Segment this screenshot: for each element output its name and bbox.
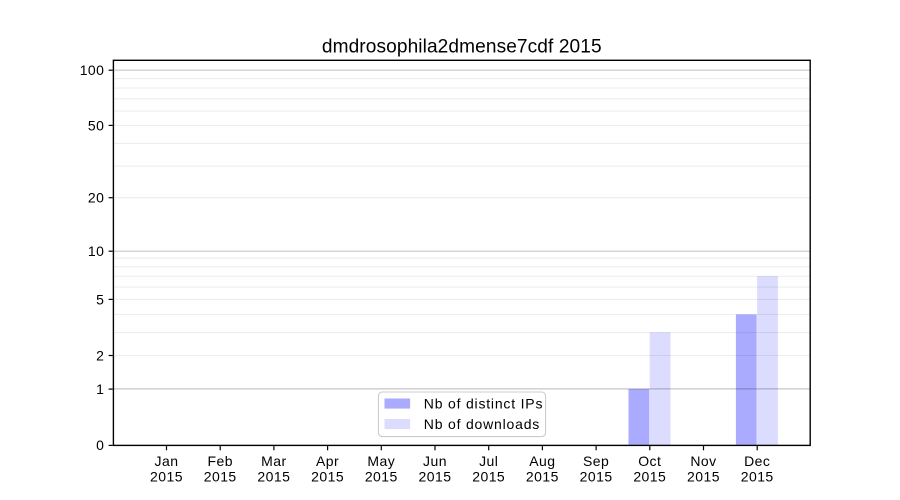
svg-text:2015: 2015: [741, 468, 774, 484]
svg-text:Jul: Jul: [479, 453, 498, 469]
svg-text:2015: 2015: [365, 468, 398, 484]
svg-text:2015: 2015: [257, 468, 290, 484]
svg-text:2: 2: [96, 348, 104, 364]
svg-text:May: May: [367, 453, 395, 469]
svg-text:Mar: Mar: [261, 453, 286, 469]
svg-text:2015: 2015: [472, 468, 505, 484]
svg-text:Nov: Nov: [690, 453, 716, 469]
svg-text:dmdrosophila2dmense7cdf 2015: dmdrosophila2dmense7cdf 2015: [322, 37, 602, 58]
svg-text:100: 100: [80, 62, 105, 78]
svg-text:Feb: Feb: [207, 453, 232, 469]
svg-text:Nb of distinct IPs: Nb of distinct IPs: [424, 396, 543, 412]
svg-text:0: 0: [96, 437, 104, 453]
svg-text:2015: 2015: [526, 468, 559, 484]
svg-text:2015: 2015: [204, 468, 237, 484]
svg-text:10: 10: [88, 243, 104, 259]
svg-text:2015: 2015: [419, 468, 452, 484]
svg-text:1: 1: [96, 381, 104, 397]
svg-text:Nb of downloads: Nb of downloads: [424, 416, 540, 432]
svg-text:Dec: Dec: [744, 453, 770, 469]
svg-text:20: 20: [88, 190, 104, 206]
svg-text:2015: 2015: [687, 468, 720, 484]
svg-text:Jun: Jun: [423, 453, 447, 469]
svg-text:2015: 2015: [150, 468, 183, 484]
svg-text:Apr: Apr: [316, 453, 339, 469]
svg-text:5: 5: [96, 291, 104, 307]
svg-text:2015: 2015: [633, 468, 666, 484]
svg-text:Aug: Aug: [529, 453, 555, 469]
svg-text:2015: 2015: [580, 468, 613, 484]
svg-text:Jan: Jan: [155, 453, 179, 469]
svg-text:Oct: Oct: [638, 453, 661, 469]
svg-text:2015: 2015: [311, 468, 344, 484]
svg-text:50: 50: [88, 117, 104, 133]
svg-text:Sep: Sep: [583, 453, 609, 469]
